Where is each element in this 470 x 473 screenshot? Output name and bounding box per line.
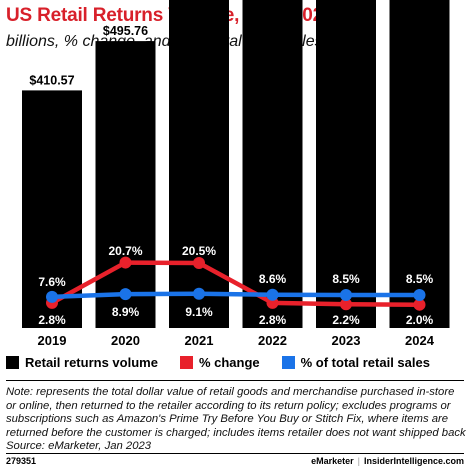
bar-2024 bbox=[389, 0, 450, 328]
divider-bottom bbox=[6, 453, 464, 454]
change-label-2024: 2.0% bbox=[406, 313, 434, 327]
share-label-2020: 8.9% bbox=[112, 305, 140, 319]
source-text: Source: eMarketer, Jan 2023 bbox=[6, 440, 152, 453]
x-tick-2019: 2019 bbox=[38, 333, 67, 348]
site-name: InsiderIntelligence.com bbox=[363, 456, 464, 466]
share-label-2022: 8.6% bbox=[259, 272, 287, 286]
legend-label-share: % of total retail sales bbox=[300, 355, 430, 370]
chart-note: Note: represents the total dollar value … bbox=[6, 386, 466, 454]
bar-2023 bbox=[316, 0, 376, 328]
bar-label-2020: $495.76 bbox=[103, 24, 148, 38]
series-line-share bbox=[51, 291, 420, 300]
x-tick-2024: 2024 bbox=[405, 333, 435, 348]
x-tick-2023: 2023 bbox=[332, 333, 361, 348]
chart-legend: Retail returns volume % change % of tota… bbox=[6, 355, 452, 370]
chart-id: 279351 bbox=[6, 456, 37, 466]
change-point-2023 bbox=[340, 298, 352, 311]
change-point-2024 bbox=[413, 298, 426, 311]
share-label-2023: 8.5% bbox=[332, 272, 360, 286]
divider-top bbox=[6, 380, 464, 381]
x-tick-2021: 2021 bbox=[185, 333, 214, 348]
share-point-2023 bbox=[340, 288, 352, 301]
change-label-2020: 20.7% bbox=[108, 244, 142, 258]
change-point-2020 bbox=[119, 256, 132, 269]
change-point-2021 bbox=[193, 257, 205, 270]
share-point-2022 bbox=[266, 288, 279, 301]
legend-item-change: % change bbox=[179, 355, 260, 370]
bar-2021 bbox=[169, 0, 229, 329]
footer-separator: | bbox=[357, 456, 360, 466]
change-label-2021: 20.5% bbox=[182, 244, 216, 258]
legend-swatch-share bbox=[281, 356, 295, 369]
legend-label-volume: Retail returns volume bbox=[25, 355, 158, 370]
legend-item-share: % of total retail sales bbox=[281, 355, 430, 370]
share-label-2019: 7.6% bbox=[38, 275, 66, 289]
footer-brand: eMarketer | InsiderIntelligence.com bbox=[311, 456, 464, 466]
share-point-2021 bbox=[193, 287, 205, 300]
x-tick-2022: 2022 bbox=[258, 333, 287, 348]
change-label-2023: 2.2% bbox=[332, 313, 360, 327]
series-line-change bbox=[50, 260, 420, 307]
legend-swatch-volume bbox=[6, 356, 19, 369]
legend-item-volume: Retail returns volume bbox=[6, 355, 158, 370]
bar-2020 bbox=[95, 41, 156, 328]
bar-label-2019: $410.57 bbox=[29, 73, 74, 87]
share-point-2020 bbox=[119, 288, 132, 301]
share-point-2024 bbox=[413, 288, 426, 301]
note-text: Note: represents the total dollar value … bbox=[6, 386, 466, 439]
brand-name: eMarketer bbox=[311, 456, 354, 466]
chart-plot: $410.57$495.76$597.42$613.94$627.34$640.… bbox=[22, 0, 450, 348]
legend-swatch-change bbox=[179, 356, 193, 369]
change-label-2022: 2.8% bbox=[259, 313, 287, 327]
x-tick-2020: 2020 bbox=[111, 333, 140, 348]
share-point-2019 bbox=[46, 290, 58, 303]
bar-2022 bbox=[242, 0, 303, 328]
share-label-2024: 8.5% bbox=[406, 272, 434, 286]
bar-2019 bbox=[22, 90, 82, 328]
change-label-2019: 2.8% bbox=[38, 313, 66, 327]
legend-label-change: % change bbox=[198, 355, 260, 370]
share-label-2021: 9.1% bbox=[185, 305, 213, 319]
footer: 279351 eMarketer | InsiderIntelligence.com bbox=[6, 456, 464, 466]
